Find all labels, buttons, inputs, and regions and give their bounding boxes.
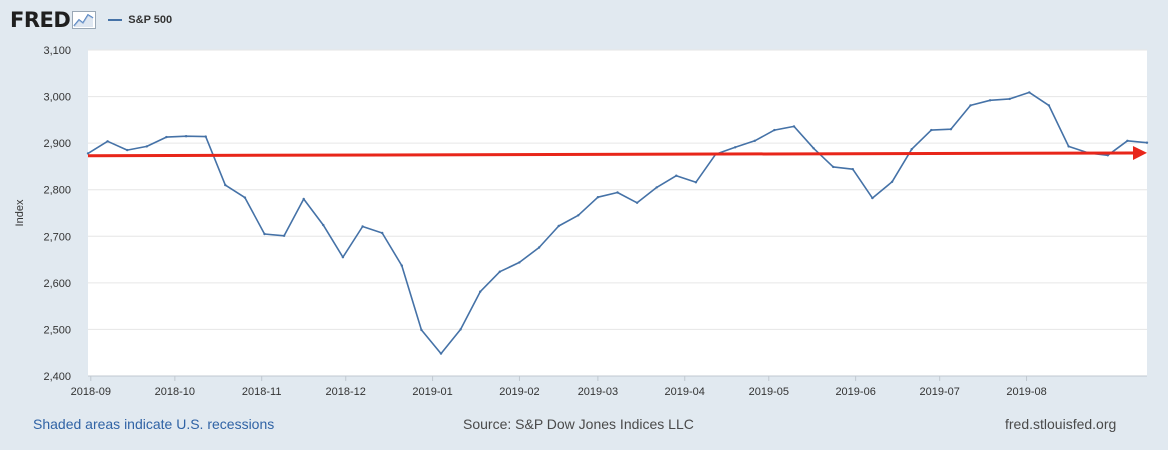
x-tick-label: 2018-09 <box>71 386 111 398</box>
chart-footer: Shaded areas indicate U.S. recessions So… <box>0 416 1168 436</box>
y-tick-label: 3,100 <box>43 45 71 57</box>
data-point <box>498 270 501 273</box>
y-tick-label: 2,700 <box>43 231 71 243</box>
data-point <box>537 246 541 249</box>
data-point <box>753 139 756 142</box>
data-point <box>1145 141 1149 144</box>
x-tick-label: 2019-07 <box>919 386 959 398</box>
data-point <box>361 225 364 228</box>
x-axis: 2018-09 2018-10 2018-11 2018-12 2019-01 2019-… <box>71 375 1147 398</box>
annotation-arrow-line <box>87 151 1134 158</box>
data-point <box>302 197 305 201</box>
data-point <box>675 174 678 177</box>
plot-area <box>88 50 1147 376</box>
data-point <box>635 201 639 204</box>
data-point <box>420 328 423 332</box>
x-tick-label: 2019-03 <box>578 386 618 398</box>
fred-logo[interactable]: FRED <box>10 8 71 32</box>
site-url[interactable]: fred.stlouisfed.org <box>1005 416 1117 432</box>
line-chart: 2,400 2,500 2,600 2,700 2,800 2,900 3,000 3,100… <box>14 45 1149 398</box>
data-point <box>400 264 403 267</box>
gridlines <box>88 49 1147 330</box>
recessions-note-link[interactable]: Shaded areas indicate U.S. recessions <box>33 416 275 432</box>
data-point <box>439 352 443 355</box>
annotation-arrow-head <box>1132 145 1147 160</box>
y-axis-label: Index <box>14 199 26 226</box>
data-point <box>734 146 737 149</box>
data-point <box>792 125 796 128</box>
data-point <box>282 234 286 237</box>
x-tick-label: 2019-04 <box>665 386 705 398</box>
data-point <box>126 148 129 152</box>
data-point <box>381 231 384 235</box>
data-point <box>910 148 913 151</box>
chart-legend: S&P 500 <box>108 14 172 26</box>
data-point <box>165 135 168 139</box>
y-tick-label: 2,600 <box>43 278 71 290</box>
x-tick-label: 2018-10 <box>155 386 195 398</box>
data-point <box>871 196 874 200</box>
source-text: Source: S&P Dow Jones Indices LLC <box>463 416 694 432</box>
data-point <box>518 261 521 264</box>
data-point <box>1028 91 1031 94</box>
data-point <box>930 128 933 132</box>
data-point <box>596 196 600 199</box>
y-tick-label: 2,800 <box>43 185 71 197</box>
y-tick-label: 2,400 <box>43 371 71 383</box>
x-tick-label: 2019-08 <box>1006 386 1046 398</box>
data-point <box>184 135 188 138</box>
data-point <box>204 135 207 138</box>
x-tick-label: 2019-05 <box>749 386 789 398</box>
data-point <box>616 191 619 194</box>
data-point <box>1047 104 1051 107</box>
line-chart-icon <box>72 11 97 29</box>
data-point <box>341 256 345 259</box>
data-point <box>1126 139 1129 142</box>
data-point <box>1106 154 1110 157</box>
data-point <box>557 224 560 228</box>
data-point <box>145 145 148 148</box>
data-point <box>655 186 658 189</box>
data-point <box>969 104 972 107</box>
data-point <box>1008 97 1011 101</box>
x-tick-label: 2019-02 <box>499 386 539 398</box>
data-point <box>224 183 227 187</box>
data-point <box>812 147 815 150</box>
y-axis: 2,400 2,500 2,600 2,700 2,800 2,900 3,000 3,100 <box>43 45 71 383</box>
data-point <box>459 328 462 331</box>
series-group <box>86 91 1149 355</box>
y-tick-label: 2,500 <box>43 324 71 336</box>
x-tick-label: 2018-12 <box>326 386 366 398</box>
data-point <box>243 196 247 199</box>
data-point <box>851 168 854 171</box>
data-point <box>479 290 482 293</box>
data-point <box>949 128 953 131</box>
legend-label[interactable]: S&P 500 <box>128 14 173 26</box>
data-point <box>890 180 894 183</box>
data-point <box>694 181 698 184</box>
x-tick-label: 2018-11 <box>242 386 282 398</box>
annotation-group <box>87 145 1147 160</box>
y-tick-label: 3,000 <box>43 92 71 104</box>
data-point <box>577 214 580 217</box>
x-tick-label: 2019-01 <box>412 386 452 398</box>
data-point <box>1067 145 1070 148</box>
data-point <box>263 232 266 236</box>
x-tick-label: 2019-06 <box>835 386 875 398</box>
data-point <box>106 140 109 143</box>
data-point <box>773 128 776 132</box>
data-point <box>322 223 325 227</box>
chart-header: FRED S&P 500 <box>10 6 172 34</box>
y-tick-label: 2,900 <box>43 138 71 150</box>
data-point <box>988 99 992 102</box>
data-point <box>86 152 90 155</box>
legend-swatch <box>108 19 123 21</box>
data-point <box>832 165 835 169</box>
